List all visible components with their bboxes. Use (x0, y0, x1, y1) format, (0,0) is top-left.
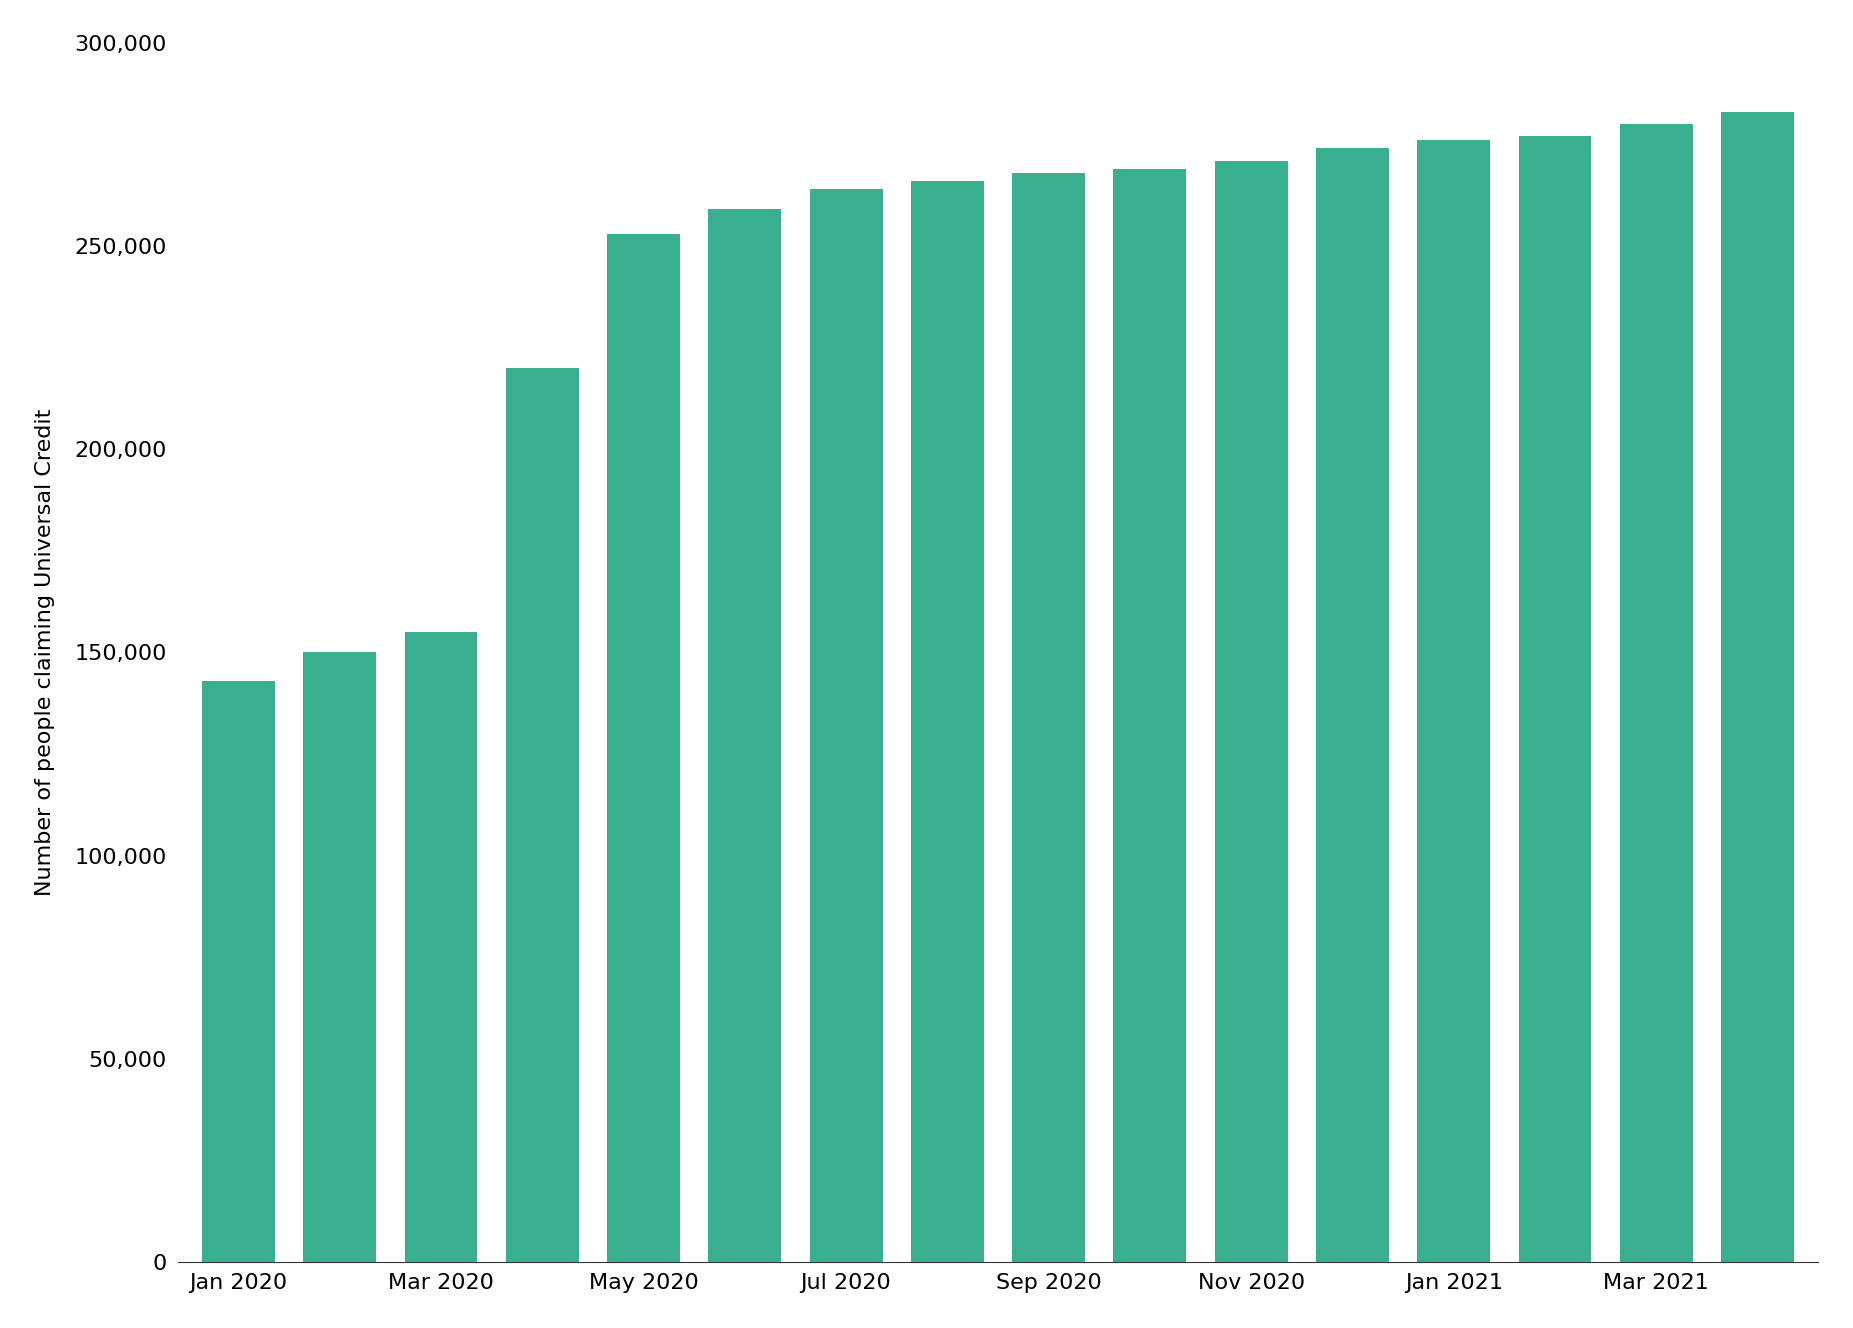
Bar (1620, 124, 1692, 1262)
Bar (304, 652, 376, 1262)
Bar (810, 189, 882, 1262)
Bar (506, 368, 578, 1262)
Bar (1012, 173, 1086, 1262)
Bar (1114, 169, 1186, 1262)
Bar (1418, 141, 1490, 1262)
Bar (1721, 112, 1794, 1262)
Y-axis label: Number of people claiming Universal Credit: Number of people claiming Universal Cred… (35, 409, 56, 896)
Bar (912, 181, 984, 1262)
Bar (708, 210, 782, 1262)
Bar (202, 681, 274, 1262)
Bar (1316, 149, 1390, 1262)
Bar (1518, 137, 1592, 1262)
Bar (608, 234, 680, 1262)
Bar (1216, 161, 1288, 1262)
Bar (404, 632, 478, 1262)
